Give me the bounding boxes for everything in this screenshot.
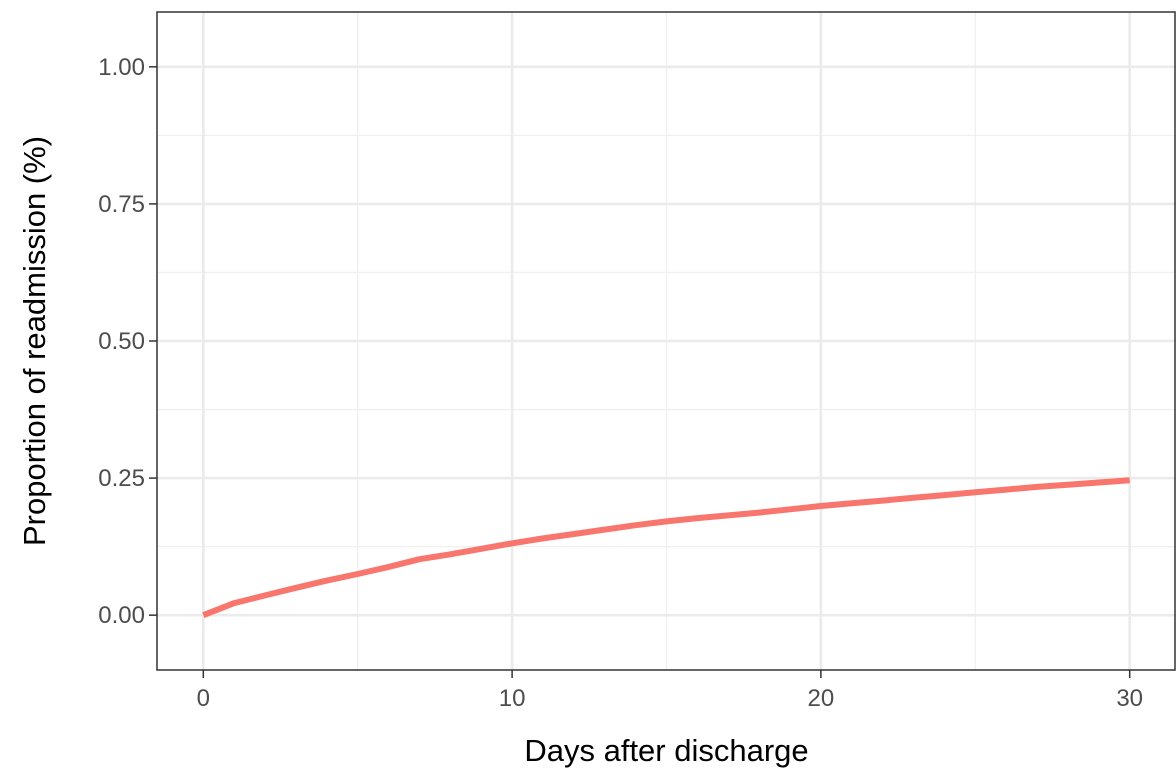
y-tick-label: 1.00 bbox=[98, 54, 145, 81]
y-tick-label: 0.75 bbox=[98, 191, 145, 218]
series-layer bbox=[202, 477, 1130, 618]
x-tick-label: 20 bbox=[808, 685, 835, 712]
y-axis-title: Proportion of readmission (%) bbox=[17, 136, 52, 546]
x-tick-label: 0 bbox=[197, 685, 210, 712]
x-tick-label: 10 bbox=[499, 685, 526, 712]
y-tick-label: 0.50 bbox=[98, 328, 145, 355]
x-axis-title: Days after discharge bbox=[524, 733, 808, 768]
series-line bbox=[202, 477, 1130, 618]
y-tick-label: 0.25 bbox=[98, 465, 145, 492]
axis-ticks: 0 10 20 30 0.00 0.25 0.50 0.75 1.00 bbox=[98, 54, 1143, 712]
y-tick-label: 0.00 bbox=[98, 602, 145, 629]
grid-lines bbox=[157, 12, 1176, 670]
x-tick-label: 30 bbox=[1116, 685, 1143, 712]
